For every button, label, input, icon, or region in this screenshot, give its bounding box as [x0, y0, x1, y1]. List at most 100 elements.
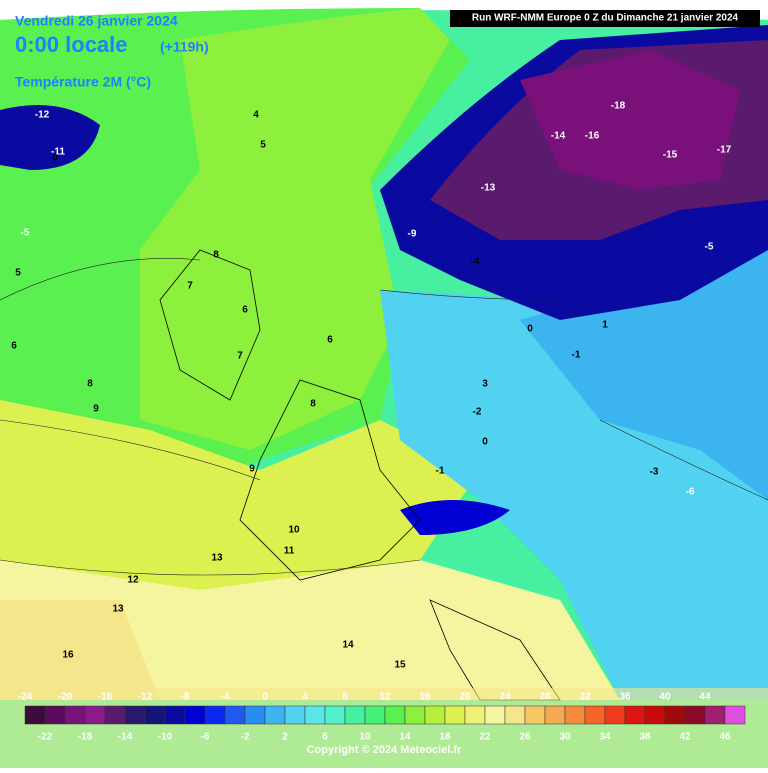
temperature-label: -15	[663, 150, 678, 161]
scale-label: 12	[379, 692, 391, 703]
temperature-label: 4	[253, 110, 259, 121]
scale-label: 6	[322, 732, 328, 743]
scale-label: 40	[659, 692, 671, 703]
zone-greenland	[0, 105, 100, 170]
scale-label: 2	[282, 732, 288, 743]
scale-label: 0	[262, 692, 268, 703]
scale-cell	[24, 705, 46, 725]
scale-cell	[644, 705, 666, 725]
scale-label: 22	[479, 732, 491, 743]
temperature-label: -17	[717, 145, 732, 156]
scale-cell	[484, 705, 506, 725]
temperature-label: -14	[551, 131, 566, 142]
scale-cell	[164, 705, 186, 725]
temperature-label: -5	[21, 228, 30, 239]
scale-label: -6	[201, 732, 210, 743]
temperature-label: 5	[15, 268, 21, 279]
scale-cell	[364, 705, 386, 725]
scale-cell	[504, 705, 526, 725]
temperature-label: -2	[473, 407, 482, 418]
scale-cell	[44, 705, 66, 725]
scale-cell	[604, 705, 626, 725]
temperature-label: 13	[112, 604, 124, 615]
scale-label: -22	[38, 732, 53, 743]
scale-label: 38	[639, 732, 651, 743]
scale-label: 20	[459, 692, 471, 703]
scale-label: 14	[399, 732, 411, 743]
scale-label: 42	[679, 732, 691, 743]
scale-label: -4	[221, 692, 230, 703]
scale-label: -18	[78, 732, 93, 743]
scale-label: -2	[241, 732, 250, 743]
scale-label: 30	[559, 732, 571, 743]
zone-warmer	[0, 560, 620, 700]
scale-cell	[324, 705, 346, 725]
scale-cell	[204, 705, 226, 725]
temperature-label: -6	[686, 487, 695, 498]
temperature-label: 14	[342, 640, 354, 651]
scale-label: -8	[181, 692, 190, 703]
scale-cell	[424, 705, 446, 725]
temperature-label: 6	[11, 341, 17, 352]
temperature-label: -9	[408, 229, 417, 240]
temperature-label: 11	[284, 546, 295, 557]
scale-cell	[664, 705, 686, 725]
scale-label: 46	[719, 732, 731, 743]
zone-warm	[0, 400, 480, 600]
scale-cell	[684, 705, 706, 725]
date: Vendredi 26 janvier 2024	[15, 13, 178, 29]
isotherm	[0, 258, 768, 576]
scale-cell	[304, 705, 326, 725]
temperature-label: 0	[482, 437, 488, 448]
scale-label: 26	[519, 732, 531, 743]
temperature-label: -1	[436, 466, 445, 477]
scale-label: 4	[302, 692, 308, 703]
temperature-label: -4	[471, 257, 480, 268]
scale-cell	[704, 705, 726, 725]
scale-label: -14	[118, 732, 133, 743]
scale-label: -20	[58, 692, 73, 703]
lead-time: (+119h)	[160, 39, 209, 55]
temperature-label: 8	[310, 399, 316, 410]
scale-cell	[284, 705, 306, 725]
scale-label: 32	[579, 692, 591, 703]
temperature-label: -3	[650, 467, 659, 478]
temperature-label: 0	[527, 324, 533, 335]
scale-band	[0, 688, 768, 768]
temperature-label: 10	[288, 525, 300, 536]
zone-hot	[0, 600, 160, 700]
temperature-label: 15	[394, 660, 406, 671]
temperature-label: 16	[62, 650, 74, 661]
run-box	[450, 10, 760, 27]
temperature-label: -1	[572, 350, 581, 361]
temperature-label: 9	[93, 404, 99, 415]
scale-cell	[184, 705, 206, 725]
temperature-label: 8	[87, 379, 93, 390]
temperature-label: -11	[51, 147, 65, 158]
temperature-label: 6	[242, 305, 248, 316]
scale-cell	[624, 705, 646, 725]
scale-cell	[244, 705, 266, 725]
scale-label: 28	[539, 692, 551, 703]
temperature-label: -12	[35, 110, 50, 121]
scale-label: 8	[342, 692, 348, 703]
temperature-label: 1	[602, 320, 608, 331]
temperature-label: -16	[585, 131, 600, 142]
scale-label: 16	[419, 692, 431, 703]
temperature-label: 13	[211, 553, 223, 564]
scale-cell	[124, 705, 146, 725]
temperature-label: 3	[482, 379, 488, 390]
scale-label: 18	[439, 732, 451, 743]
scale-label: -10	[158, 732, 173, 743]
temperature-label: 5	[260, 140, 266, 151]
scale-cell	[584, 705, 606, 725]
scale-cell	[564, 705, 586, 725]
zone-mild	[140, 8, 450, 450]
temperature-label: 12	[127, 575, 139, 586]
temperature-label: 7	[237, 351, 243, 362]
scale-cell	[104, 705, 126, 725]
copyright: Copyright © 2024 Meteociel.fr	[307, 744, 463, 756]
